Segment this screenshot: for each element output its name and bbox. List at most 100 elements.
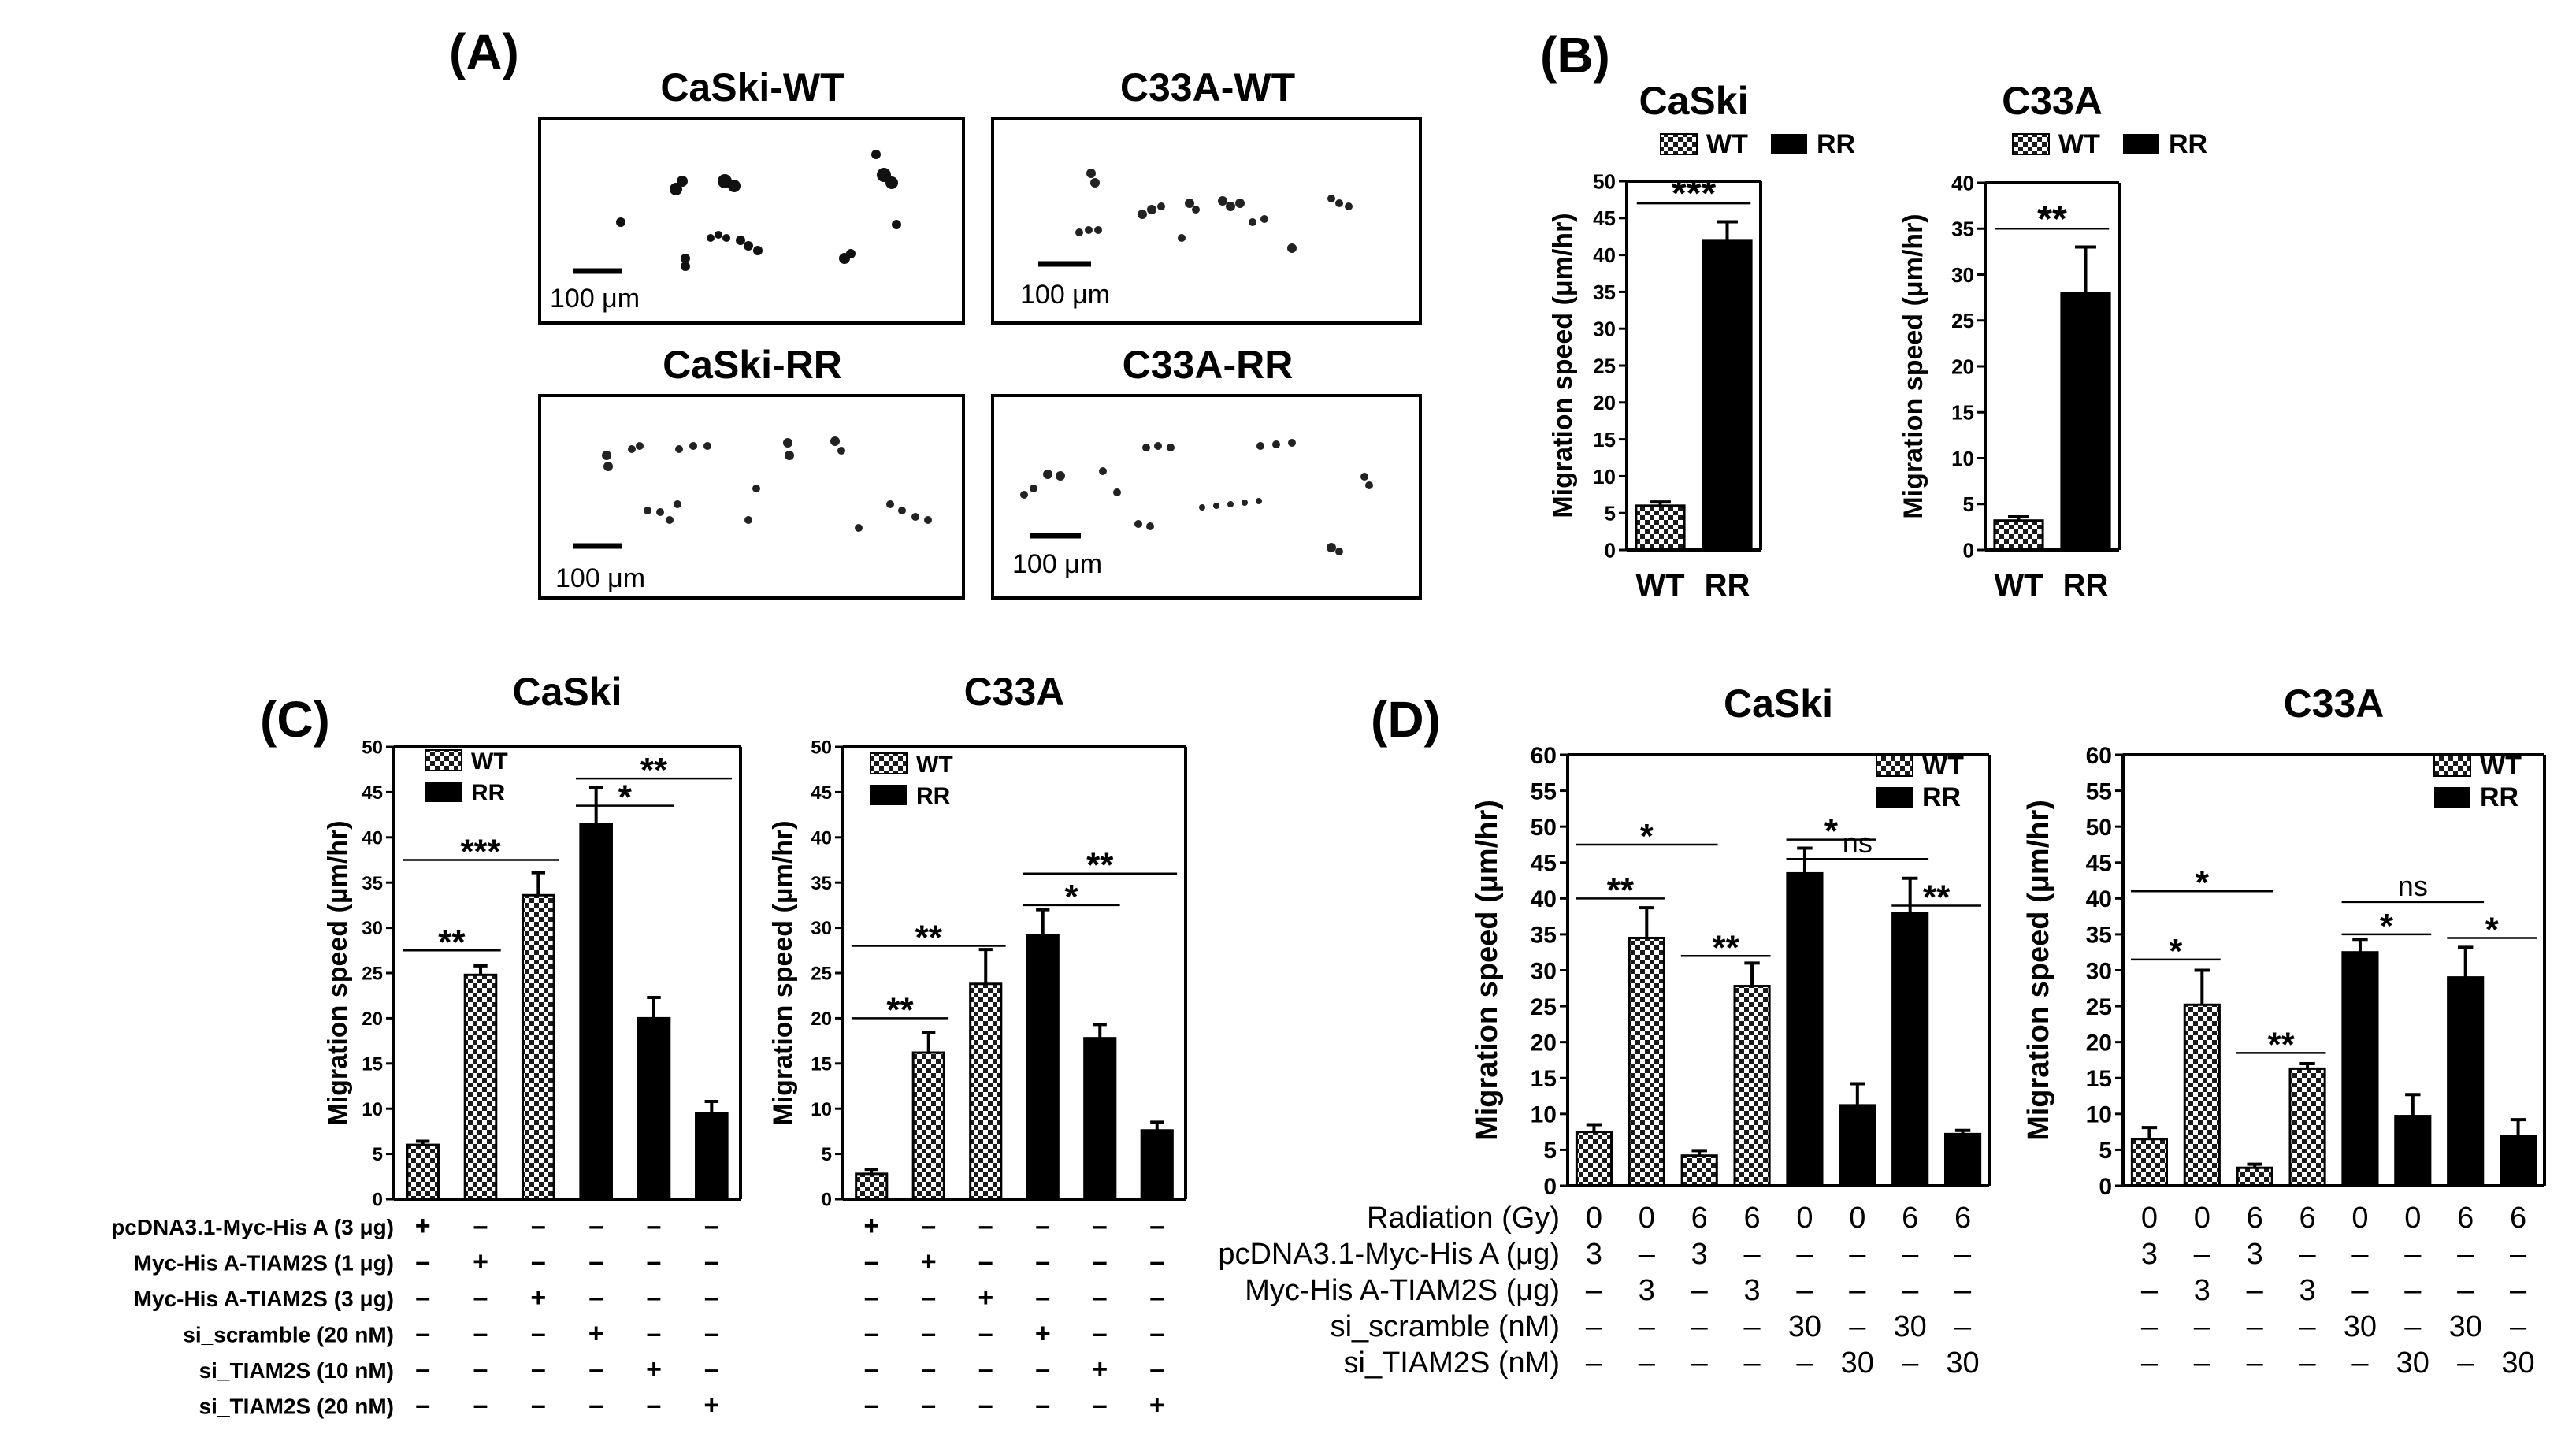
y-tick-label: 55 [1531, 778, 1557, 804]
row-label: Myc-His A-TIAM2S (1 μg) [134, 1251, 394, 1276]
table-cell: – [588, 1283, 603, 1313]
bar [1839, 1104, 1876, 1187]
track-image-frame [538, 117, 965, 325]
bar [2060, 292, 2111, 552]
y-tick-label: 40 [2086, 886, 2112, 912]
significance-label: * [618, 778, 633, 817]
y-axis-label: Migration speed (μm/hr) [323, 820, 353, 1125]
bar [1993, 519, 2044, 552]
legend-label: WT [916, 752, 953, 778]
table-cell: – [864, 1247, 879, 1277]
table-cell: – [1149, 1283, 1164, 1313]
table-cell: – [1639, 1346, 1656, 1380]
y-tick-label: 30 [2086, 958, 2112, 984]
table-cell: 30 [1841, 1346, 1874, 1380]
table-cell: 3 [1691, 1238, 1708, 1271]
y-tick-label: 15 [1531, 1066, 1557, 1092]
significance-label: ** [886, 990, 914, 1029]
y-tick-label: 0 [1605, 538, 1616, 562]
table-cell: 0 [1796, 1202, 1813, 1235]
table-cell: – [588, 1211, 603, 1241]
legend-label: RR [2480, 782, 2518, 812]
table-cell: 0 [1849, 1202, 1865, 1235]
image-c33a-rr: C33A-RR 100 μm [991, 343, 1422, 600]
bar [2130, 1138, 2169, 1187]
chart-title: C33A [2002, 79, 2103, 123]
bar [1786, 871, 1824, 1187]
track-image-frame [991, 117, 1422, 325]
table-cell: – [1093, 1247, 1108, 1277]
table-cell: – [2351, 1238, 2369, 1271]
legend-label: WT [2058, 129, 2100, 159]
bar [637, 1016, 671, 1201]
table-cell: – [1586, 1274, 1603, 1307]
row-label: pcDNA3.1-Myc-His A (μg) [1218, 1238, 1560, 1271]
table-cell: – [473, 1283, 488, 1313]
bar [522, 893, 555, 1201]
legend-label: RR [916, 783, 951, 809]
bar [2341, 951, 2379, 1187]
legend-swatch-wt [2433, 755, 2471, 777]
table-cell: – [2247, 1310, 2264, 1343]
table-cell: – [2299, 1238, 2316, 1271]
panel-a: (A) CaSki-WT 100 μm C33A-WT [449, 24, 1422, 600]
table-cell: – [531, 1354, 546, 1384]
legend-swatch-rr [1771, 134, 1807, 154]
y-tick-label: 30 [1593, 318, 1616, 341]
significance-label: *** [460, 833, 501, 871]
legend-swatch-wt [870, 752, 908, 774]
significance-label: ** [2037, 198, 2067, 240]
table-cell: – [588, 1354, 603, 1384]
bar [579, 823, 613, 1201]
table-cell: + [863, 1211, 879, 1241]
significance-label: * [2380, 907, 2394, 945]
table-cell: – [1849, 1274, 1866, 1307]
y-tick-label: 50 [811, 737, 832, 759]
y-axis-label: Migration speed (μm/hr) [1899, 214, 1928, 518]
table-cell: – [1796, 1238, 1813, 1271]
table-cell: – [1902, 1238, 1919, 1271]
table-cell: – [864, 1283, 879, 1313]
table-cell: – [864, 1354, 879, 1384]
table-cell: – [1743, 1346, 1761, 1380]
bar [911, 1051, 945, 1201]
legend-swatch-wt [2012, 133, 2050, 155]
table-cell: 3 [2247, 1238, 2263, 1271]
table-cell: – [921, 1283, 936, 1313]
bar [406, 1143, 440, 1201]
legend-swatch-rr [2434, 787, 2470, 808]
y-tick-label: 40 [1593, 243, 1616, 267]
row-label: Myc-His A-TIAM2S (3 μg) [134, 1287, 394, 1311]
bar [2288, 1067, 2326, 1187]
y-tick-label: 15 [362, 1053, 383, 1075]
y-tick-label: 10 [1951, 447, 1974, 470]
y-tick-label: 30 [362, 918, 383, 939]
row-label: si_TIAM2S (nM) [1344, 1346, 1560, 1380]
table-cell: 30 [2396, 1346, 2429, 1380]
table-cell: – [2247, 1274, 2264, 1307]
table-cell: – [1639, 1310, 1656, 1343]
table-cell: 30 [2449, 1310, 2482, 1343]
chart-c2: C33A 0 5 10 15 20 25 30 35 40 45 50 Migration speed … [768, 670, 1187, 1211]
table-cell: – [1586, 1346, 1603, 1380]
table-cell: 3 [2194, 1274, 2210, 1307]
x-tick-label: RR [1705, 568, 1750, 603]
table-cell: – [1149, 1247, 1164, 1277]
table-cell: – [1796, 1346, 1813, 1380]
table-cell: – [1035, 1283, 1050, 1313]
chart-title: CaSki [513, 670, 622, 714]
y-axis-label: Migration speed (μm/hr) [1548, 213, 1578, 518]
table-cell: – [1902, 1346, 1919, 1380]
significance-label: ** [1086, 846, 1114, 885]
y-tick-label: 5 [822, 1144, 832, 1165]
legend-swatch-rr [1876, 787, 1913, 808]
y-tick-label: 0 [822, 1190, 832, 1211]
y-tick-label: 40 [811, 827, 832, 849]
table-cell: – [2247, 1346, 2264, 1380]
y-tick-label: 25 [1593, 354, 1616, 377]
row-label: Radiation (Gy) [1367, 1202, 1560, 1235]
